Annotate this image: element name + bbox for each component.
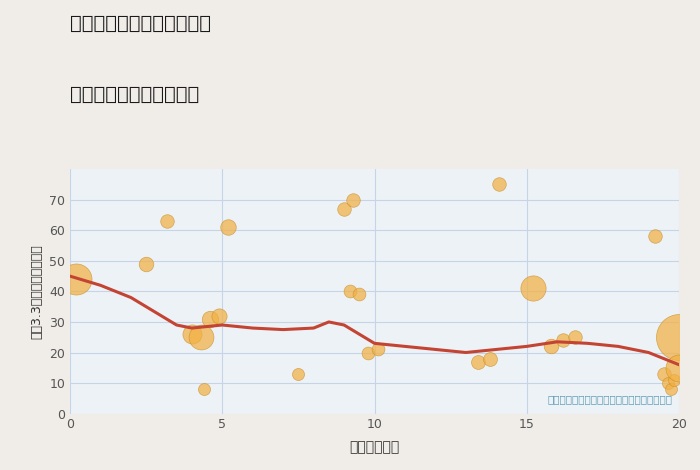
Text: 円の大きさは、取引のあった物件面積を示す: 円の大きさは、取引のあった物件面積を示す <box>548 394 673 404</box>
Point <box>658 370 669 378</box>
Point <box>344 288 356 295</box>
Point <box>673 364 685 371</box>
Point <box>339 205 350 212</box>
Point <box>649 233 660 240</box>
Point <box>372 346 383 353</box>
Point <box>186 330 197 338</box>
Point <box>663 379 674 387</box>
Point <box>71 275 82 283</box>
Text: 駅距離別中古戸建て価格: 駅距離別中古戸建て価格 <box>70 85 199 103</box>
Point <box>348 196 359 204</box>
Point <box>494 181 505 188</box>
Point <box>141 260 152 267</box>
Point <box>204 315 216 322</box>
Point <box>473 358 484 366</box>
Point <box>354 290 365 298</box>
Point <box>545 343 557 350</box>
X-axis label: 駅距離（分）: 駅距離（分） <box>349 440 400 454</box>
Point <box>162 217 173 225</box>
Point <box>195 334 206 341</box>
Text: 兵庫県豊岡市出石町松枝の: 兵庫県豊岡市出石町松枝の <box>70 14 211 33</box>
Point <box>558 337 569 344</box>
Point <box>673 334 685 341</box>
Point <box>198 385 209 393</box>
Point <box>293 370 304 378</box>
Point <box>214 312 225 320</box>
Point <box>363 349 374 356</box>
Point <box>484 355 496 362</box>
Point <box>527 284 538 292</box>
Point <box>668 376 680 384</box>
Point <box>570 334 581 341</box>
Y-axis label: 坪（3.3㎡）単価（万円）: 坪（3.3㎡）単価（万円） <box>31 244 43 339</box>
Point <box>666 385 677 393</box>
Point <box>223 223 234 231</box>
